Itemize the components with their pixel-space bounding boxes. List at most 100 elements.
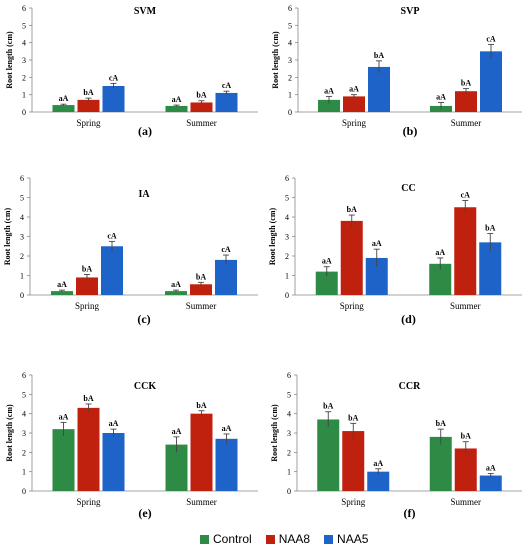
panel-1-xtick-label: Summer: [186, 118, 217, 128]
panel-2-data-label: cA: [486, 34, 496, 43]
panel-5-data-label: bA: [83, 394, 93, 403]
panel-2-data-label: bA: [461, 79, 471, 88]
panel-5-data-label: aA: [222, 424, 232, 433]
panel-1-title: SVM: [134, 6, 157, 17]
panel-5-xtick-label: Summer: [186, 497, 217, 507]
panel-2-ytick-label: 1: [288, 91, 292, 100]
panel-6-ytick-label: 3: [287, 429, 291, 438]
panel-3-bar-control: [165, 291, 187, 295]
panel-3-ylabel: Root length (cm): [3, 208, 12, 266]
panel-6-data-label: aA: [486, 464, 496, 473]
panel-1-ytick-label: 0: [22, 108, 26, 117]
panel-5-ytick-label: 5: [22, 390, 26, 399]
legend-swatch-naa5: [324, 534, 334, 544]
panel-3-data-label: aA: [171, 280, 181, 289]
panel-4-bar-naa5: [365, 257, 388, 295]
panel-1-ylabel: Root length (cm): [5, 31, 14, 89]
panel-3-panel-label: (c): [137, 312, 150, 326]
panel-4-bar-naa8: [454, 207, 477, 295]
panel-5-bar-naa5: [102, 433, 125, 491]
panel-2-xtick-label: Spring: [342, 118, 367, 128]
panel-6-ytick-label: 6: [287, 371, 291, 380]
panel-4-xtick-label: Spring: [340, 301, 365, 311]
panel-4-bar-naa8: [340, 220, 363, 295]
panel-2-bar-control: [318, 99, 340, 112]
panel-6-ylabel: Root length (cm): [270, 404, 279, 462]
panel-3-data-label: cA: [221, 245, 231, 254]
panel-1-ytick-label: 5: [22, 21, 26, 30]
panel-1-ytick-label: 6: [22, 4, 26, 13]
panel-5-ylabel: Root length (cm): [5, 404, 14, 462]
panel-2-ylabel: Root length (cm): [271, 31, 280, 89]
panel-3-data-label: bA: [82, 265, 92, 274]
legend-item-naa8: NAA8: [265, 532, 310, 546]
panel-6-data-label: bA: [348, 413, 358, 422]
panel-6-bar-naa8: [454, 448, 477, 491]
panel-2-data-label: aA: [436, 92, 446, 101]
panel-3-ytick-label: 3: [20, 233, 24, 242]
legend-item-naa5: NAA5: [324, 532, 368, 546]
legend-label-control: Control: [213, 532, 252, 546]
legend-item-control: Control: [200, 532, 252, 546]
panel-5-bar-naa5: [215, 438, 238, 491]
panel-2-panel-label: (b): [403, 124, 418, 138]
panel-6-ytick-label: 5: [287, 390, 291, 399]
panel-4-ytick-label: 2: [285, 252, 289, 261]
panel-2-data-label: bA: [374, 51, 384, 60]
panel-4-xtick-label: Summer: [450, 301, 481, 311]
panel-5-ytick-label: 4: [22, 410, 26, 419]
panel-2-ytick-label: 2: [288, 73, 292, 82]
panel-1-ytick-label: 1: [22, 91, 26, 100]
panel-4-ytick-label: 4: [285, 213, 289, 222]
panel-4-ytick-label: 3: [285, 233, 289, 242]
panel-1-data-label: aA: [59, 94, 69, 103]
panel-2-bar-naa5: [480, 51, 502, 112]
panel-1-ytick-label: 2: [22, 73, 26, 82]
panel-6-data-label: bA: [461, 432, 471, 441]
panel-2-xtick-label: Summer: [451, 118, 482, 128]
panel-6-bar-naa8: [342, 431, 365, 491]
panel-4-ytick-label: 0: [285, 291, 289, 300]
panel-2-data-label: aA: [324, 86, 334, 95]
panel-6-bar-control: [317, 419, 340, 491]
panel-1-bar-naa8: [77, 99, 100, 112]
panel-1-ytick-label: 4: [22, 39, 26, 48]
panel-5-ytick-label: 3: [22, 429, 26, 438]
panel-1-bar-naa5: [215, 92, 238, 112]
panel-2-bar-naa8: [343, 96, 365, 112]
panel-4-title: CC: [401, 183, 415, 194]
panel-4-panel-label: (d): [401, 312, 416, 326]
panel-3-data-label: aA: [57, 280, 67, 289]
panel-3-bar-naa8: [190, 284, 212, 295]
panel-1-xtick-label: Spring: [76, 118, 101, 128]
panel-5-bar-control: [165, 444, 188, 491]
panel-3-ytick-label: 6: [20, 174, 24, 183]
panel-3-ytick-label: 2: [20, 252, 24, 261]
panel-5-ytick-label: 2: [22, 448, 26, 457]
panel-3-xtick-label: Spring: [75, 301, 100, 311]
panel-4-bar-control: [429, 263, 452, 295]
panel-6-xtick-label: Summer: [451, 497, 482, 507]
panel-3-title: IA: [138, 189, 150, 200]
panel-1-data-label: aA: [172, 95, 182, 104]
panel-5-xtick-label: Spring: [76, 497, 101, 507]
panel-5-data-label: bA: [196, 401, 206, 410]
panel-1-data-label: bA: [83, 88, 93, 97]
panel-4-ytick-label: 5: [285, 194, 289, 203]
panel-1-bar-naa5: [102, 86, 125, 112]
panel-6-ytick-label: 4: [287, 410, 291, 419]
panel-5-bar-naa8: [77, 407, 100, 491]
panel-4-ytick-label: 6: [285, 174, 289, 183]
panel-1-panel-label: (a): [138, 124, 152, 138]
panel-5-data-label: aA: [172, 427, 182, 436]
panel-3-bar-naa5: [101, 246, 123, 295]
panel-2-ytick-label: 3: [288, 56, 292, 65]
panel-5-ytick-label: 6: [22, 371, 26, 380]
panel-1-bar-naa8: [190, 102, 213, 112]
panel-3-xtick-label: Summer: [186, 301, 217, 311]
panel-2-ytick-label: 6: [288, 4, 292, 13]
panel-3-bar-naa8: [76, 277, 98, 295]
panel-5-ytick-label: 0: [22, 487, 26, 496]
panel-5-data-label: aA: [109, 419, 119, 428]
panel-4-bar-naa5: [479, 242, 502, 295]
